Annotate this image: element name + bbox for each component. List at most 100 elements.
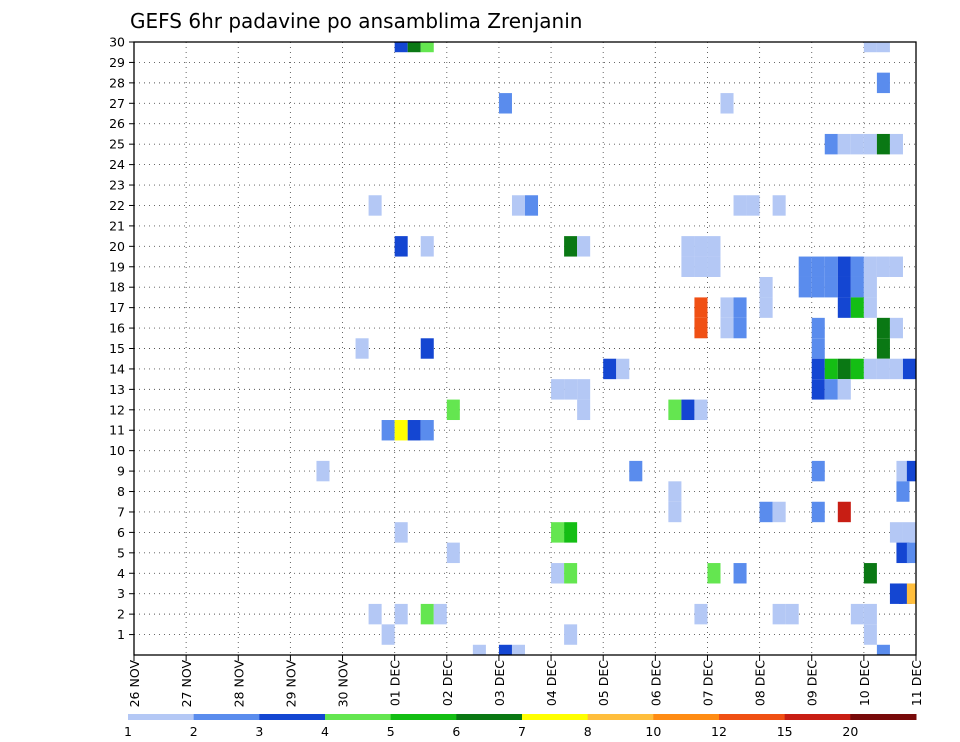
heatmap-cell (837, 133, 851, 155)
heatmap-cell (420, 603, 434, 625)
y-tick-label: 5 (117, 545, 125, 560)
x-tick-label: 28 NOV (231, 660, 246, 708)
heatmap-cell (837, 358, 851, 380)
heatmap-cell (694, 399, 708, 421)
y-tick-label: 27 (109, 96, 125, 111)
heatmap-cell (368, 603, 382, 625)
colorbar-label: 10 (645, 724, 661, 739)
y-tick-label: 15 (109, 341, 125, 356)
heatmap-cell (681, 399, 695, 421)
heatmap-cell (511, 195, 525, 216)
heatmap-cell (863, 624, 877, 645)
heatmap-cell (694, 297, 708, 318)
y-tick-label: 28 (109, 75, 125, 90)
x-tick-label: 27 NOV (179, 660, 194, 708)
heatmap-cell (811, 460, 825, 482)
heatmap-cell (733, 297, 747, 318)
heatmap-cell (811, 379, 825, 400)
heatmap-cell (733, 317, 747, 339)
x-tick-label: 06 DEC (648, 660, 663, 706)
heatmap-cell (420, 420, 434, 441)
heatmap-cell (876, 256, 890, 277)
colorbar-label: 4 (321, 724, 329, 739)
heatmap-cell (720, 317, 734, 339)
heatmap-cell (694, 603, 708, 625)
heatmap-cell (863, 563, 877, 584)
heatmap-cell (902, 358, 916, 380)
colorbar-label: 20 (842, 724, 858, 739)
colorbar-segment (193, 714, 260, 720)
heatmap-cell (525, 195, 539, 216)
heatmap-cell (694, 236, 708, 257)
colorbar-label: 3 (255, 724, 263, 739)
x-tick-label: 09 DEC (805, 660, 820, 706)
colorbar-segment (259, 714, 326, 720)
colorbar-label: 12 (711, 724, 727, 739)
heatmap-cell (850, 276, 864, 298)
heatmap-cell (759, 501, 773, 523)
colorbar-segment (587, 714, 654, 720)
colorbar-segment (128, 714, 195, 720)
y-tick-label: 11 (109, 423, 125, 438)
x-tick-label: 02 DEC (440, 660, 455, 706)
heatmap-cell (316, 460, 330, 482)
heatmap-cell (798, 256, 812, 277)
y-tick-label: 24 (109, 157, 125, 172)
heatmap-cell (889, 522, 903, 543)
heatmap-cell (407, 420, 421, 441)
y-tick-label: 16 (109, 321, 125, 336)
heatmap-cell (511, 644, 525, 655)
heatmap-cell (551, 379, 565, 400)
grid-lines (134, 42, 916, 655)
heatmap-cell (850, 358, 864, 380)
heatmap-cell (759, 276, 773, 298)
heatmap-cell (381, 420, 395, 441)
x-tick-label: 07 DEC (700, 660, 715, 706)
heatmap-cell (837, 501, 851, 523)
colorbar-segment (522, 714, 589, 720)
heatmap-cell (876, 133, 890, 155)
heatmap-cell (850, 133, 864, 155)
colorbar-segment (456, 714, 523, 720)
colorbar-segment (390, 714, 457, 720)
heatmap-cell (785, 603, 799, 625)
heatmap-cell (896, 460, 910, 482)
colorbar-segment (653, 714, 720, 720)
heatmap-cell (681, 236, 695, 257)
colorbar-segment (719, 714, 786, 720)
heatmap-cell (863, 297, 877, 318)
y-tick-label: 17 (109, 300, 125, 315)
y-tick-label: 21 (109, 218, 125, 233)
heatmap-cell (863, 133, 877, 155)
heatmap-cell (616, 358, 630, 380)
y-tick-label: 30 (109, 35, 125, 50)
colorbar-segment (784, 714, 851, 720)
heatmap-cell (720, 93, 734, 114)
y-tick-label: 29 (109, 55, 125, 70)
heatmap-cell (681, 256, 695, 277)
heatmap-cell (407, 42, 421, 53)
colorbar-label: 2 (190, 724, 198, 739)
heatmap-cell (837, 297, 851, 318)
heatmap-cell (498, 93, 512, 114)
heatmap-cell (720, 297, 734, 318)
heatmap-cell (876, 317, 890, 339)
heatmap-cell (577, 236, 591, 257)
heatmap-cell (381, 624, 395, 645)
heatmap-cell (394, 603, 408, 625)
heatmap-cell (394, 42, 408, 53)
heatmap-cell (850, 297, 864, 318)
colorbar-label: 1 (124, 724, 132, 739)
ensemble-cells (316, 42, 916, 655)
y-tick-label: 22 (109, 198, 125, 213)
colorbar-label: 8 (584, 724, 592, 739)
heatmap-cell (707, 236, 721, 257)
heatmap-cell (896, 481, 910, 502)
heatmap-cell (564, 624, 578, 645)
heatmap-cell (837, 256, 851, 277)
y-tick-label: 14 (109, 361, 125, 376)
heatmap-cell (824, 256, 838, 277)
colorbar-label: 15 (777, 724, 793, 739)
heatmap-cell (876, 338, 890, 359)
